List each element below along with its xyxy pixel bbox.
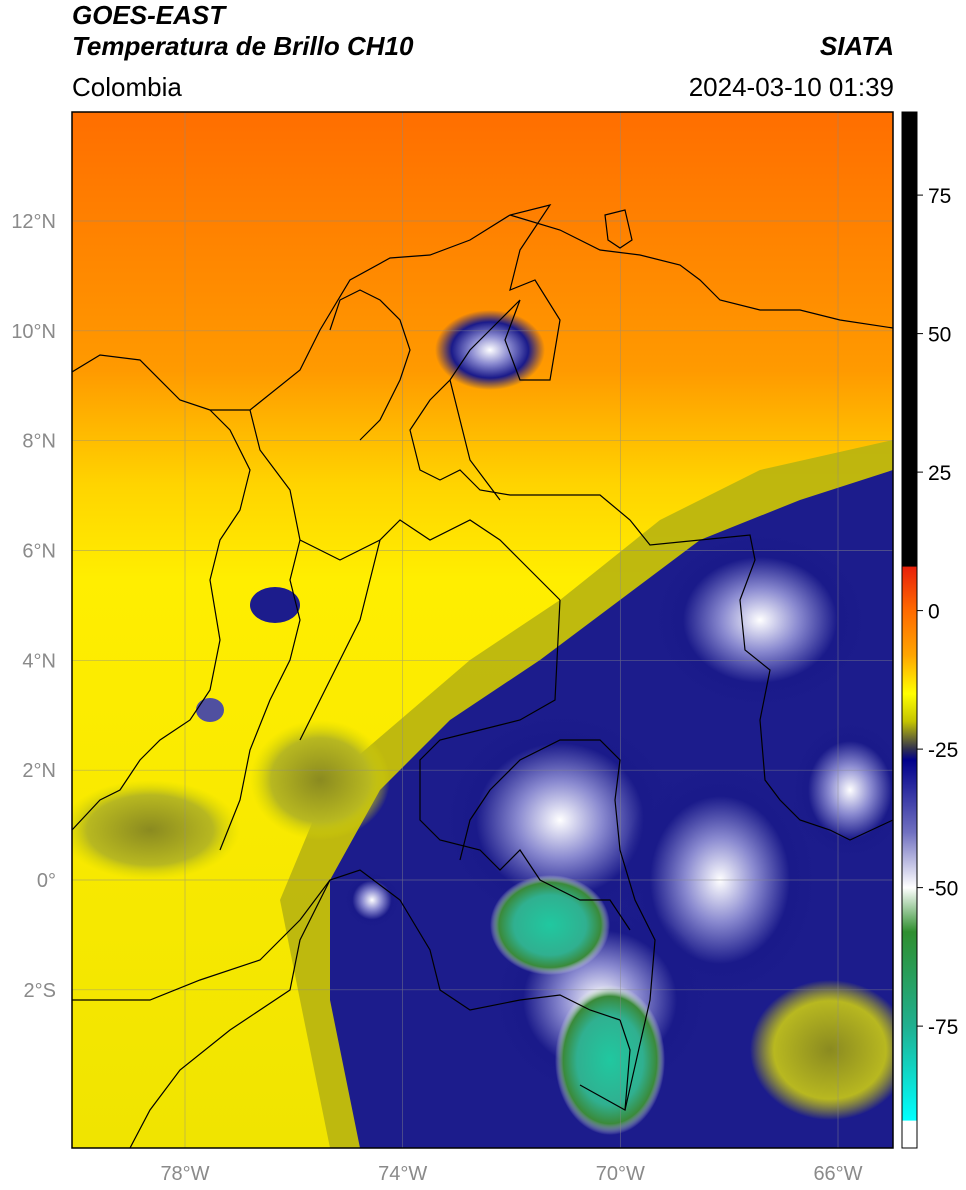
- title-satellite: GOES-EAST: [72, 0, 226, 30]
- map-grid: [72, 112, 893, 1148]
- latitude-labels: 12°N 10°N 8°N 6°N 4°N 2°N 0° 2°S: [11, 211, 56, 1002]
- colorbar-tick-label: -75: [928, 1016, 958, 1039]
- lat-tick-label: 2°S: [24, 980, 56, 1002]
- lat-tick-label: 10°N: [11, 321, 56, 343]
- agency-label: SIATA: [819, 31, 894, 61]
- lon-tick-label: 74°W: [378, 1163, 427, 1185]
- colorbar-tick-label: 0: [928, 601, 940, 624]
- longitude-labels: 78°W 74°W 70°W 66°W: [160, 1163, 862, 1185]
- colorbar-tick-label: 50: [928, 324, 951, 347]
- colorbar-tick-label: -25: [928, 739, 958, 762]
- lat-tick-label: 12°N: [11, 211, 56, 233]
- lat-tick-label: 8°N: [22, 431, 56, 453]
- colorbar-frame: [901, 111, 918, 1149]
- datetime-label: 2024-03-10 01:39: [688, 72, 894, 102]
- lat-tick-label: 0°: [37, 870, 56, 892]
- colorbar-tick-label: -50: [928, 878, 958, 901]
- map-imagery: [72, 112, 893, 1148]
- colorbar-gradient: [902, 112, 917, 1148]
- lon-tick-label: 78°W: [160, 1163, 209, 1185]
- region-label: Colombia: [72, 72, 182, 102]
- lon-tick-label: 66°W: [813, 1163, 862, 1185]
- colorbar-ticks: 75 50 25 0 -25 -50 -75: [917, 185, 958, 1039]
- colorbar-tick-label: 75: [928, 185, 951, 208]
- map-frame: [71, 111, 894, 1149]
- colorbar: 75 50 25 0 -25 -50 -75: [901, 111, 958, 1149]
- lon-tick-label: 70°W: [596, 1163, 645, 1185]
- title-product: Temperatura de Brillo CH10: [72, 31, 414, 61]
- borders: [72, 204, 893, 1148]
- colorbar-tick-label: 25: [928, 462, 951, 485]
- lat-tick-label: 6°N: [22, 541, 56, 563]
- lat-tick-label: 2°N: [22, 760, 56, 782]
- lat-tick-label: 4°N: [22, 650, 56, 672]
